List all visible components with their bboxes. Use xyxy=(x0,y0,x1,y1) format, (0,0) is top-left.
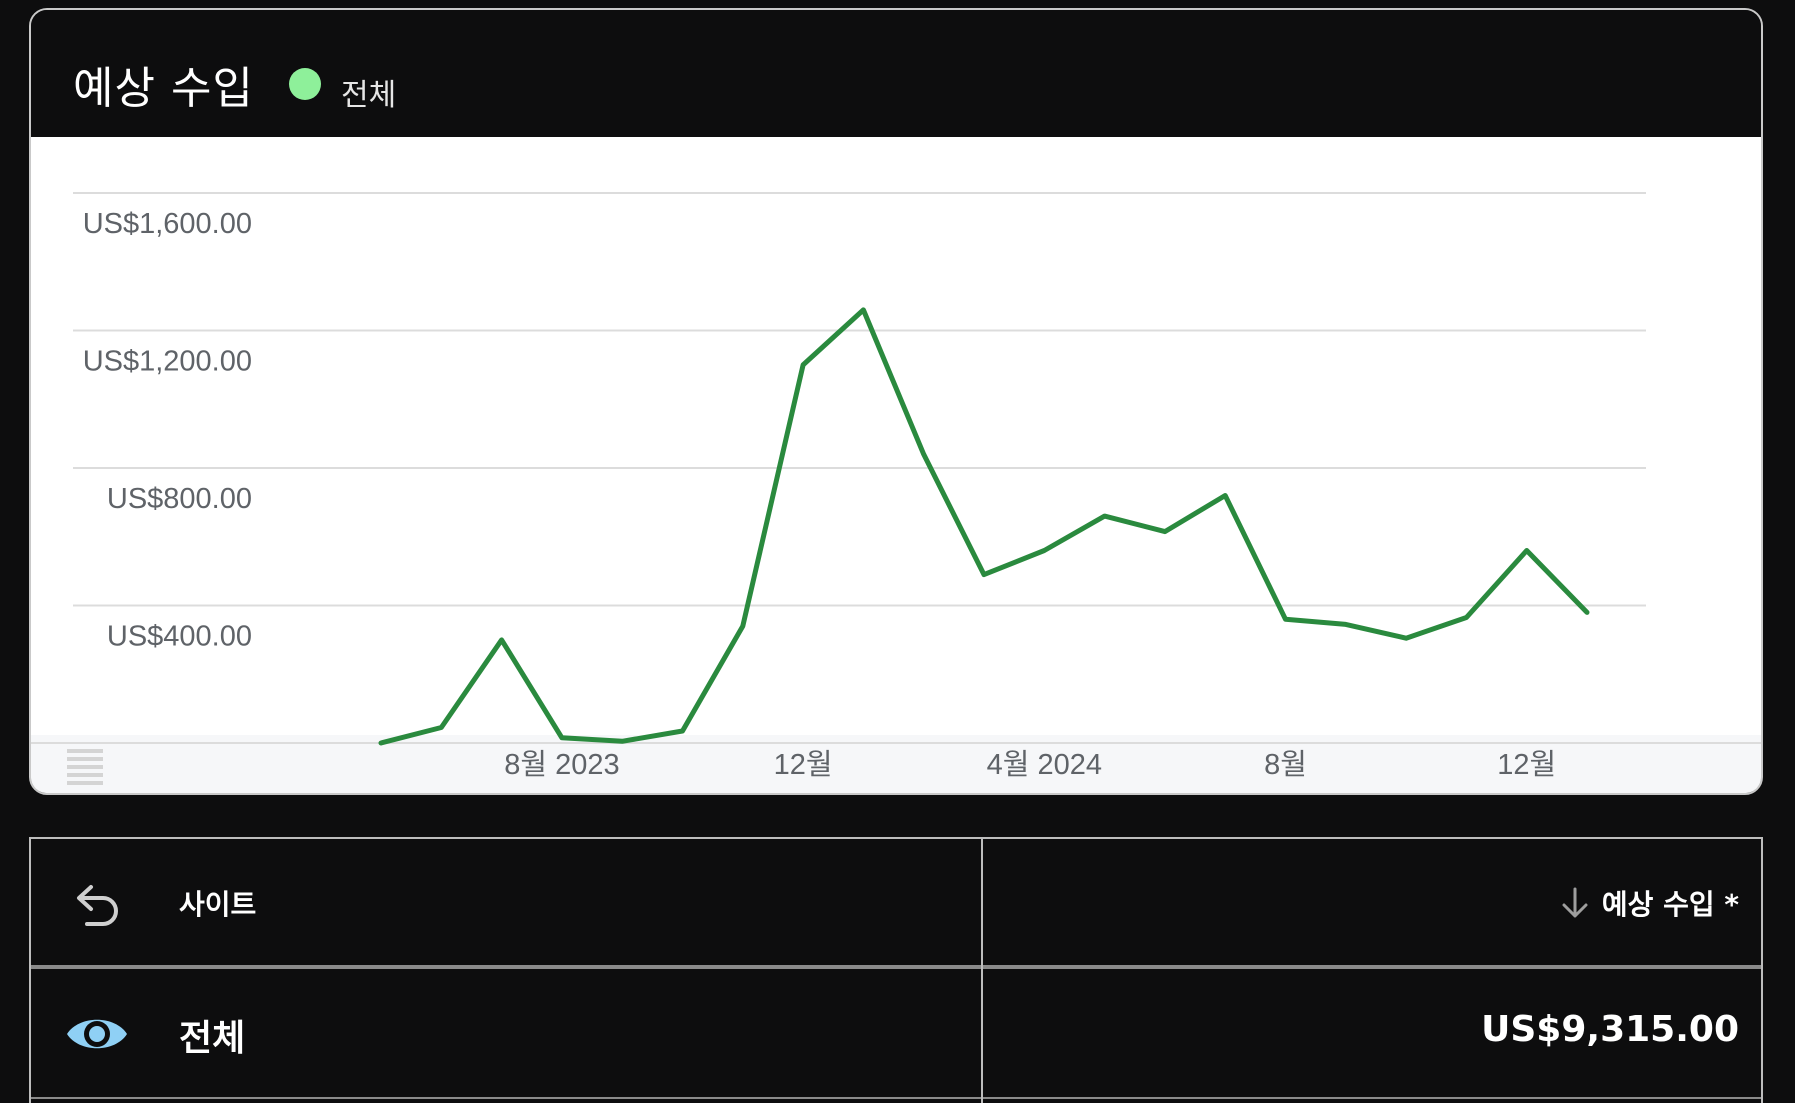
row-label: 전체 xyxy=(179,1018,246,1059)
data-point[interactable] xyxy=(1458,610,1474,626)
chart-plot-area: US$400.00 US$800.00 US$1,200.00 US$1,600.00… xyxy=(31,137,1761,793)
eye-icon[interactable] xyxy=(65,1011,129,1057)
data-point[interactable] xyxy=(554,730,570,746)
data-point[interactable] xyxy=(1157,524,1173,540)
data-point[interactable] xyxy=(795,357,811,373)
x-tick-label: 8월 xyxy=(1264,748,1307,781)
table-header-row: 사이트 예상 수입 * xyxy=(31,839,1761,969)
table-row[interactable]: 전체 US$9,315.00 xyxy=(31,969,1761,1099)
x-tick-label: 12월 xyxy=(774,748,833,781)
chart-title: 예상 수입 xyxy=(73,63,254,114)
table-toggle-icon[interactable] xyxy=(67,749,103,785)
data-point[interactable] xyxy=(735,618,751,634)
data-point[interactable] xyxy=(675,723,691,739)
earnings-chart-card: 예상 수입 전체 US$400.00 US$800.00 US$1,200.00 US… xyxy=(29,8,1763,795)
site-column-header[interactable]: 사이트 xyxy=(179,888,257,921)
column-divider xyxy=(981,839,983,1103)
arrow-down-icon xyxy=(1562,887,1588,918)
data-point[interactable] xyxy=(976,567,992,583)
y-tick-label: US$400.00 xyxy=(107,621,252,653)
data-point[interactable] xyxy=(1097,508,1113,524)
data-point[interactable] xyxy=(1278,611,1294,627)
data-point[interactable] xyxy=(1519,543,1535,559)
y-tick-label: US$1,200.00 xyxy=(83,346,252,378)
data-point[interactable] xyxy=(433,720,449,736)
series-line-all xyxy=(378,307,1590,746)
data-point[interactable] xyxy=(1217,488,1233,504)
x-tick-label: 12월 xyxy=(1497,748,1556,781)
data-point[interactable] xyxy=(614,733,630,749)
data-point[interactable] xyxy=(494,632,510,648)
y-tick-label: US$1,600.00 xyxy=(83,208,252,240)
row-value: US$9,315.00 xyxy=(1481,1009,1739,1050)
earnings-column-header[interactable]: 예상 수입 * xyxy=(1560,883,1739,923)
x-tick-label: 8월 2023 xyxy=(504,748,619,781)
data-point[interactable] xyxy=(1338,616,1354,632)
data-point[interactable] xyxy=(373,735,389,751)
earnings-column-label: 예상 수입 * xyxy=(1601,888,1739,921)
line-chart: US$400.00 US$800.00 US$1,200.00 US$1,600.00… xyxy=(31,192,1761,785)
chart-header: 예상 수입 전체 xyxy=(31,10,1761,137)
x-axis-strip xyxy=(31,735,1761,793)
data-point[interactable] xyxy=(1036,543,1052,559)
undo-arrow-icon[interactable] xyxy=(73,879,123,929)
legend-label[interactable]: 전체 xyxy=(341,78,397,113)
data-point[interactable] xyxy=(855,302,871,318)
data-point[interactable] xyxy=(1398,630,1414,646)
y-tick-label: US$800.00 xyxy=(107,483,252,515)
x-tick-label: 4월 2024 xyxy=(987,748,1102,781)
legend-dot[interactable] xyxy=(289,68,321,100)
earnings-table: 사이트 예상 수입 * 전체 US$9,315.00 xyxy=(29,837,1763,1103)
data-point[interactable] xyxy=(1579,604,1595,620)
data-point[interactable] xyxy=(916,446,932,462)
